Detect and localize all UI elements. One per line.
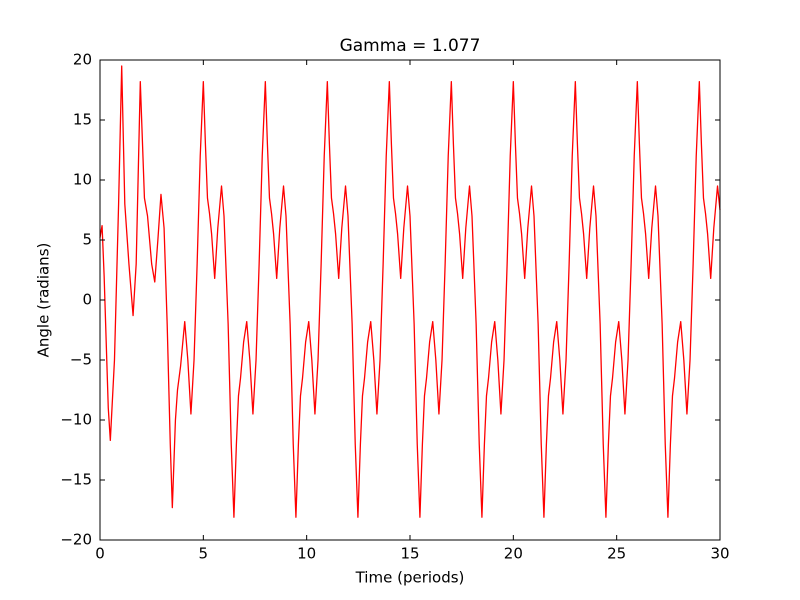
x-tick-label: 15 xyxy=(400,545,419,563)
x-axis-label: Time (periods) xyxy=(355,569,465,587)
plot-area xyxy=(99,65,721,518)
x-tick-label: 10 xyxy=(297,545,316,563)
x-tick-label: 30 xyxy=(710,545,729,563)
x-tick-label: 20 xyxy=(504,545,523,563)
y-tick-label: 20 xyxy=(73,51,92,69)
data-line xyxy=(99,65,721,518)
x-tick-label: 0 xyxy=(95,545,105,563)
x-tick-label: 25 xyxy=(607,545,626,563)
y-axis-label: Angle (radians) xyxy=(35,243,53,358)
y-tick-label: −5 xyxy=(70,351,92,369)
chart-title: Gamma = 1.077 xyxy=(340,36,481,56)
y-tick-label: 15 xyxy=(73,111,92,129)
y-tick-label: −15 xyxy=(60,471,92,489)
y-tick-label: 0 xyxy=(82,291,92,309)
y-tick-label: 5 xyxy=(82,231,92,249)
y-tick-label: 10 xyxy=(73,171,92,189)
y-tick-label: −10 xyxy=(60,411,92,429)
x-tick-label: 5 xyxy=(199,545,209,563)
y-tick-label: −20 xyxy=(60,531,92,549)
